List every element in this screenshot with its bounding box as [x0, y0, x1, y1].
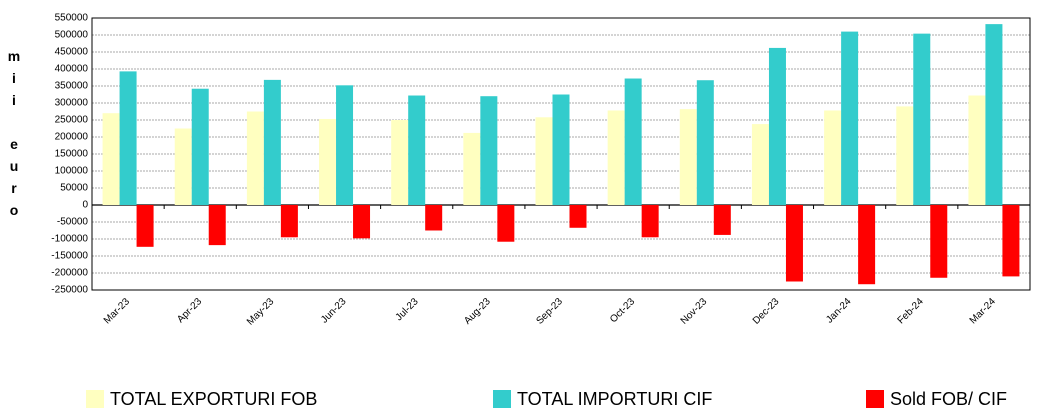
legend-swatch: [866, 390, 884, 408]
x-tick-label: Nov-23: [679, 296, 710, 327]
bar: [751, 124, 769, 205]
bar: [280, 205, 298, 238]
bar: [930, 205, 948, 278]
x-tick-label: Oct-23: [608, 296, 637, 325]
y-tick-label: -100000: [51, 234, 88, 245]
bar: [535, 117, 553, 205]
y-tick-label: 300000: [55, 98, 89, 109]
y-tick-label: 400000: [55, 64, 89, 75]
legend-swatch: [86, 390, 104, 408]
bar: [696, 80, 714, 205]
legend-label: Sold FOB/ CIF: [890, 389, 1007, 409]
bar: [102, 113, 120, 205]
bar: [136, 205, 154, 247]
bar: [1002, 205, 1020, 277]
bar: [191, 88, 209, 205]
bar: [174, 128, 192, 205]
bar: [624, 78, 642, 205]
y-tick-label: -150000: [51, 251, 88, 262]
bar: [985, 24, 1003, 206]
bar: [569, 205, 587, 228]
x-tick-label: Dec-23: [751, 296, 782, 327]
y-tick-label: 200000: [55, 132, 89, 143]
bar: [552, 94, 570, 205]
bar: [841, 31, 859, 205]
bar: [263, 79, 281, 205]
y-tick-label: 100000: [55, 166, 89, 177]
bar: [896, 106, 914, 205]
x-tick-label: Jun-23: [319, 296, 349, 326]
bar: [785, 205, 803, 282]
bar: [319, 118, 337, 205]
bar: [768, 47, 786, 205]
bar: [497, 205, 515, 242]
bar: [607, 110, 625, 205]
bar: [480, 96, 498, 205]
bar: [713, 205, 731, 235]
y-tick-label: 50000: [60, 183, 88, 194]
y-tick-label: -250000: [51, 285, 88, 296]
y-tick-label: 250000: [55, 115, 89, 126]
legend-label: TOTAL IMPORTURI CIF: [517, 389, 712, 409]
x-tick-label: Mar-24: [968, 296, 998, 326]
y-axis-label: mii euro: [6, 48, 22, 224]
y-tick-label: 450000: [55, 47, 89, 58]
bar: [208, 205, 226, 246]
bar: [119, 71, 137, 205]
y-tick-label: 0: [82, 200, 88, 211]
legend-swatch: [493, 390, 511, 408]
legend-label: TOTAL EXPORTURI FOB: [110, 389, 317, 409]
y-tick-label: 150000: [55, 149, 89, 160]
x-tick-label: Mar-23: [102, 296, 132, 326]
y-tick-label: 350000: [55, 81, 89, 92]
bar: [425, 205, 443, 231]
plot-frame: [91, 17, 1031, 291]
bar: [968, 95, 986, 205]
x-tick-label: Feb-24: [896, 296, 926, 326]
bar: [246, 111, 264, 205]
bar: [679, 109, 697, 205]
x-tick-label: Apr-23: [175, 296, 204, 325]
bar: [641, 205, 659, 238]
bar: [858, 205, 876, 285]
x-tick-label: May-23: [245, 296, 277, 328]
bar: [824, 110, 842, 205]
y-tick-label: -50000: [57, 217, 89, 228]
y-tick-label: -200000: [51, 268, 88, 279]
y-tick-label: 550000: [55, 13, 89, 24]
x-tick-label: Aug-23: [462, 296, 493, 327]
bar: [353, 205, 371, 239]
y-tick-label: 500000: [55, 30, 89, 41]
bar: [391, 120, 409, 205]
bar: [913, 33, 931, 205]
bar: [463, 132, 481, 205]
bar: [336, 85, 354, 205]
x-tick-label: Sep-23: [534, 296, 565, 327]
bar: [408, 95, 426, 205]
x-tick-label: Jul-23: [394, 296, 421, 323]
x-tick-label: Jan-24: [824, 296, 854, 326]
